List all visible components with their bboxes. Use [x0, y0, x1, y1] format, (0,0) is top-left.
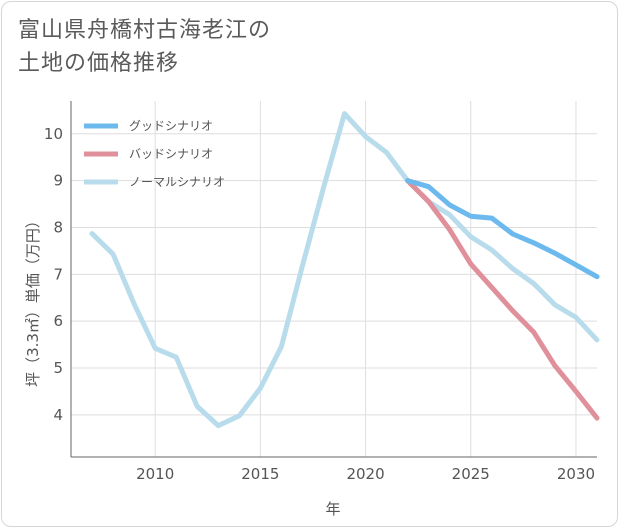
- series-lines: [89, 111, 600, 429]
- chart-title: 富山県舟橋村古海老江の 土地の価格推移: [18, 14, 271, 80]
- x-tick-label: 2020: [346, 465, 384, 483]
- tick-labels: 2010 2015 2020 2025 2030 4 5 6 7 8 9 10: [44, 125, 595, 483]
- x-tick-label: 2030: [557, 465, 595, 483]
- x-tick-label: 2010: [136, 465, 174, 483]
- axes: [70, 101, 597, 458]
- y-axis-title: 坪（3.3㎡）単価（万円）: [24, 213, 42, 387]
- chart-title-line2: 土地の価格推移: [18, 51, 180, 76]
- chart-title-line1: 富山県舟橋村古海老江の: [18, 18, 272, 43]
- x-axis-title: 年: [325, 500, 340, 518]
- y-tick-label: 7: [53, 265, 63, 283]
- series-line-good: [405, 178, 600, 280]
- y-tick-label: 6: [53, 312, 63, 330]
- y-tick-label: 5: [53, 359, 63, 377]
- x-tick-label: 2015: [241, 465, 279, 483]
- y-tick-label: 8: [53, 218, 63, 236]
- y-tick-label: 4: [53, 406, 63, 424]
- legend-label-good: グッドシナリオ: [129, 119, 213, 133]
- y-tick-label: 10: [44, 125, 63, 143]
- y-tick-label: 9: [53, 172, 63, 190]
- gridlines: [71, 101, 597, 457]
- legend-label-bad: バッドシナリオ: [129, 147, 213, 161]
- series-line-normal: [89, 111, 600, 429]
- series-line-bad: [405, 178, 600, 421]
- legend-label-normal: ノーマルシナリオ: [129, 175, 225, 189]
- x-tick-label: 2025: [452, 465, 490, 483]
